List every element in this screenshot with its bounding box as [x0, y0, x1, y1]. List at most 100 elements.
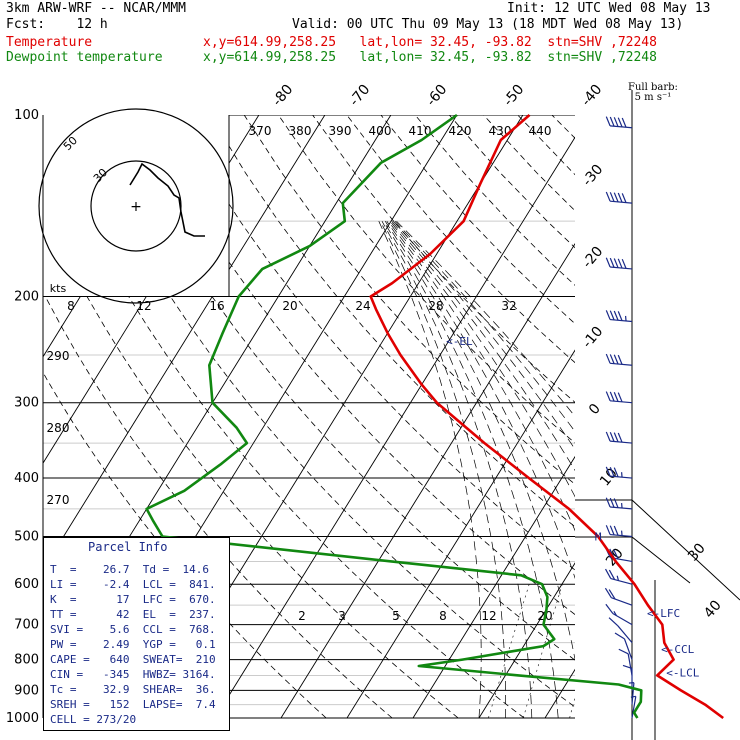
dry-adiabat	[620, 115, 740, 718]
dry-adiabat	[448, 115, 575, 249]
wind-barb-flag	[608, 617, 619, 627]
parcel-row: LI = -2.4 LCL = 841.	[50, 578, 216, 591]
wind-barb-flag	[622, 664, 633, 669]
parcel-info-title: Parcel Info	[88, 540, 168, 554]
wind-barb-flag	[604, 587, 612, 598]
mixing-ratio-low-label: 2	[298, 609, 306, 623]
wind-barb	[628, 682, 635, 705]
pressure-tick-label: 1000	[6, 711, 39, 726]
wind-barb-half	[613, 610, 617, 616]
hodograph-ring	[38, 108, 234, 304]
dry-adiabat	[483, 115, 575, 212]
parcel-row: CAPE = 640 SWEAT= 210	[50, 653, 216, 666]
mixing-ratio-line	[488, 584, 530, 718]
wind-barb-flag	[609, 257, 615, 268]
wind-barb-flag	[613, 525, 619, 536]
parcel-row: CELL = 273/20	[50, 713, 137, 726]
moist-adiabat	[384, 221, 575, 661]
wind-barb	[604, 587, 633, 606]
theta-left-label: 270	[47, 493, 70, 507]
wind-barb-flag	[617, 432, 623, 443]
wind-barb-flag	[604, 568, 612, 579]
dry-adiabat	[312, 115, 575, 403]
wind-barb	[604, 568, 633, 585]
mean-layer-marker: M	[595, 530, 602, 543]
wind-barb-flag	[608, 569, 616, 580]
dry-adiabat	[43, 371, 327, 718]
wind-barb	[605, 391, 633, 404]
wind-barb-shaft	[610, 266, 633, 270]
pressure-tick-label: 800	[14, 653, 39, 668]
parcel-row: CIN = -345 HWBZ= 3164.	[50, 668, 216, 681]
wind-barb-flag	[609, 467, 615, 477]
wind-barb-flag	[609, 432, 615, 442]
wind-barb-flag	[609, 116, 615, 127]
wind-barb-flag	[605, 525, 611, 535]
wind-barb	[605, 497, 633, 510]
dry-adiabat	[380, 115, 575, 325]
pressure-tick-label: 700	[14, 618, 39, 633]
legend-temperature: Temperature	[6, 35, 93, 50]
moist-adiabat	[393, 220, 575, 450]
isotherm-line	[43, 115, 326, 571]
barb-legend: Full barb: 5 m s⁻¹	[628, 83, 678, 103]
moist-adiabat	[381, 221, 533, 718]
level-marker-label: <-CCL	[661, 643, 694, 656]
dry-adiabat	[209, 115, 575, 528]
hodograph-ring	[90, 160, 182, 252]
isotherm-label: 0	[586, 401, 604, 418]
temperature-profile	[369, 114, 724, 720]
valid-time: Valid: 00 UTC Thu 09 May 13 (18 MDT Wed …	[292, 17, 684, 32]
wind-barb	[605, 257, 633, 270]
model-title: 3km ARW-WRF -- NCAR/MMM	[6, 1, 187, 16]
parcel-row: SVI = 5.6 CCL = 768.	[50, 623, 216, 636]
parcel-row: T = 26.7 Td = 14.6	[50, 563, 209, 576]
mixing-ratio-line	[523, 584, 563, 718]
theta-left-label: 290	[47, 349, 70, 363]
init-time: Init: 12 UTC Wed 08 May 13	[507, 1, 711, 16]
forecast-hour: Fcst: 12 h	[6, 17, 108, 32]
isotherm-line	[677, 115, 740, 718]
pressure-tick-label: 300	[14, 396, 39, 411]
mixing-ratio-label: 12	[136, 299, 151, 313]
theta-label: 430	[489, 124, 512, 138]
mixing-ratio-low-label: 5	[392, 609, 400, 623]
wind-barb-flag	[609, 525, 615, 536]
wind-barb-flag	[613, 258, 619, 268]
wind-barb-flag	[605, 353, 611, 364]
wind-barb-flag	[617, 311, 623, 321]
wind-barb-shaft	[610, 362, 633, 366]
legend-dewpoint: Dewpoint temperature	[6, 50, 163, 65]
theta-label: 390	[329, 124, 352, 138]
wind-barb-flag	[617, 192, 623, 203]
wind-barb-shaft	[623, 638, 633, 660]
moist-adiabat	[386, 220, 575, 580]
barb-corner-diagonal	[575, 499, 740, 601]
moist-adiabat	[394, 220, 575, 433]
parcel-row: K = 17 LFC = 670.	[50, 593, 216, 606]
hodograph-kts-label: kts	[50, 282, 67, 295]
wind-barb	[618, 648, 633, 676]
wind-barb-shaft	[610, 200, 633, 204]
isotherm-label: -20	[579, 244, 606, 272]
wind-barb-flag	[608, 589, 616, 600]
isotherm-label: -30	[579, 162, 606, 190]
wind-barb-shaft	[631, 696, 637, 719]
wind-barb-flag	[609, 310, 615, 321]
pressure-tick-label: 600	[14, 577, 39, 592]
mixing-ratio-low-label: 8	[439, 609, 447, 623]
wind-barb-flag	[605, 191, 611, 202]
wind-barb-shaft	[610, 125, 633, 129]
wind-barb-flag	[605, 497, 611, 508]
wind-barb-flag	[618, 648, 629, 655]
isotherm-label: -60	[423, 82, 450, 110]
dry-adiabat	[243, 115, 575, 485]
theta-label: 400	[369, 124, 392, 138]
wind-barb-flag	[617, 117, 623, 128]
wind-barb	[608, 617, 633, 644]
mixing-ratio-label: 28	[428, 299, 443, 313]
wind-barb-half	[616, 575, 620, 581]
moist-adiabat	[383, 221, 559, 718]
wind-barb-shaft	[610, 400, 633, 404]
